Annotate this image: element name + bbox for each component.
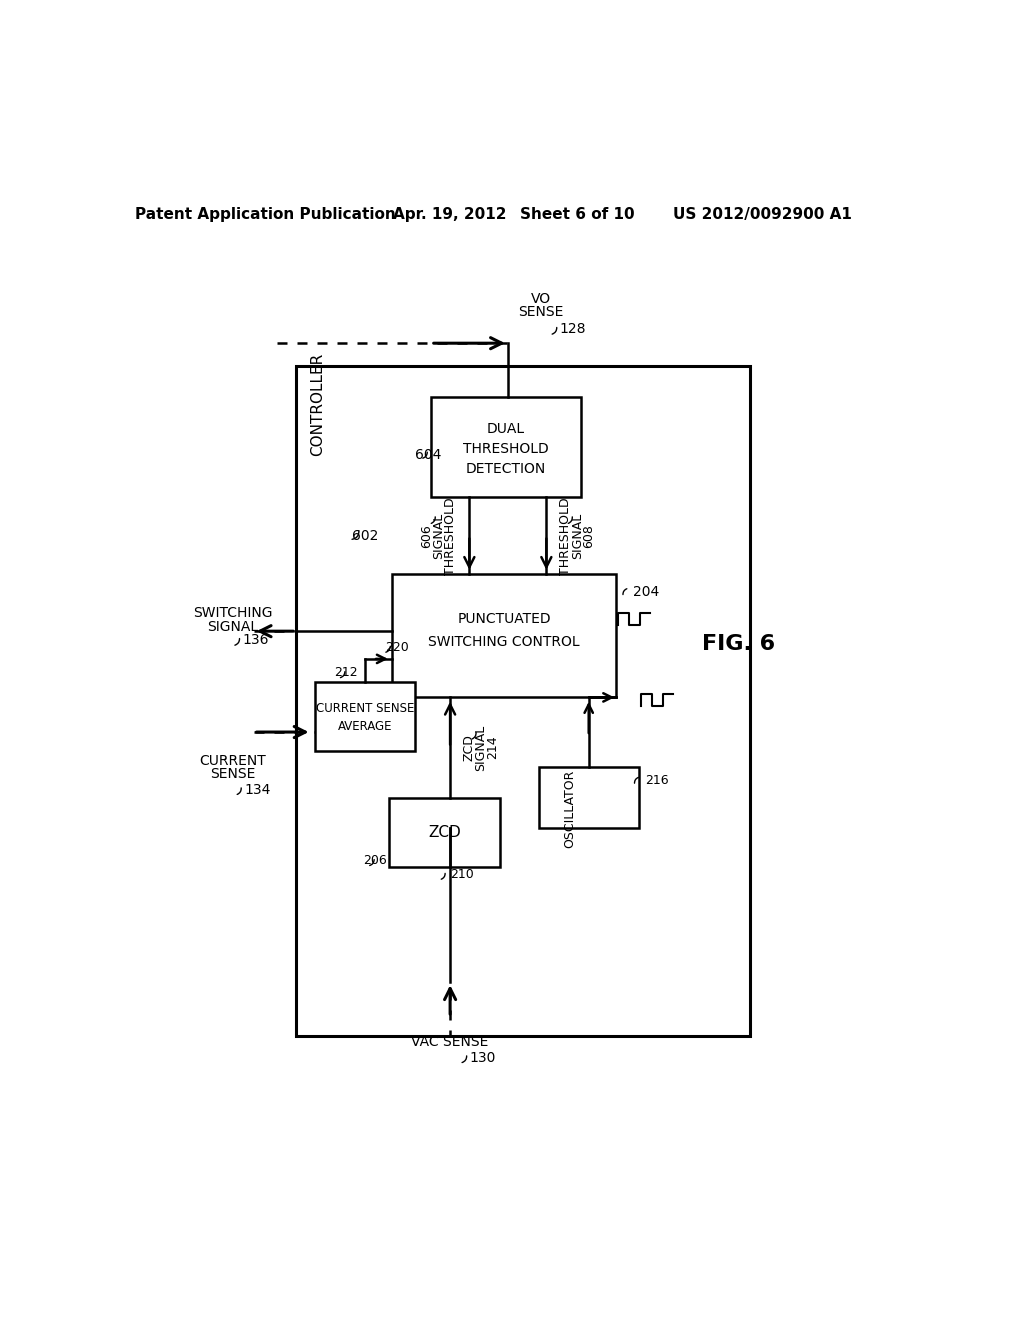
Text: THRESHOLD: THRESHOLD	[559, 496, 572, 574]
Text: THRESHOLD: THRESHOLD	[463, 442, 549, 457]
Text: SWITCHING: SWITCHING	[194, 606, 272, 619]
Text: PUNCTUATED: PUNCTUATED	[457, 612, 551, 626]
Text: 128: 128	[559, 322, 586, 337]
Text: 134: 134	[245, 783, 271, 797]
Text: CONTROLLER: CONTROLLER	[310, 354, 326, 457]
Bar	[315, 682, 416, 751]
Text: SENSE: SENSE	[210, 767, 256, 781]
Text: 214: 214	[486, 735, 499, 759]
Text: 210: 210	[451, 869, 474, 880]
Text: SIGNAL: SIGNAL	[474, 725, 487, 771]
Text: FIG. 6: FIG. 6	[702, 634, 775, 653]
Text: SIGNAL: SIGNAL	[208, 619, 258, 634]
Text: US 2012/0092900 A1: US 2012/0092900 A1	[673, 207, 851, 222]
Text: ZCD: ZCD	[463, 734, 476, 760]
Text: 604: 604	[416, 447, 441, 462]
Text: 136: 136	[243, 634, 268, 647]
Text: DETECTION: DETECTION	[466, 462, 546, 477]
Bar	[392, 574, 615, 697]
Text: CURRENT: CURRENT	[200, 754, 266, 767]
Text: SWITCHING CONTROL: SWITCHING CONTROL	[428, 635, 580, 649]
Text: 220: 220	[385, 640, 409, 653]
Bar	[388, 797, 500, 867]
Text: VAC SENSE: VAC SENSE	[412, 1035, 488, 1049]
Text: CURRENT SENSE: CURRENT SENSE	[316, 702, 415, 715]
Text: DUAL: DUAL	[486, 422, 525, 437]
Bar	[296, 367, 751, 1036]
Text: SIGNAL: SIGNAL	[432, 512, 445, 558]
Text: 204: 204	[633, 585, 658, 599]
Text: 602: 602	[351, 529, 378, 543]
Bar	[539, 767, 639, 829]
Text: ZCD: ZCD	[428, 825, 461, 840]
Text: 606: 606	[421, 524, 433, 548]
Text: OSCILLATOR: OSCILLATOR	[563, 770, 575, 849]
Text: 206: 206	[364, 854, 387, 867]
Text: 130: 130	[469, 1051, 496, 1065]
Text: SIGNAL: SIGNAL	[570, 512, 584, 558]
Text: 216: 216	[645, 774, 669, 787]
Text: THRESHOLD: THRESHOLD	[443, 496, 457, 574]
Text: 608: 608	[583, 524, 595, 548]
Bar	[431, 397, 581, 498]
Text: VO: VO	[530, 292, 551, 306]
Text: Patent Application Publication: Patent Application Publication	[135, 207, 395, 222]
Text: SENSE: SENSE	[518, 305, 563, 319]
Text: AVERAGE: AVERAGE	[338, 721, 392, 733]
Text: Sheet 6 of 10: Sheet 6 of 10	[520, 207, 635, 222]
Text: Apr. 19, 2012: Apr. 19, 2012	[393, 207, 507, 222]
Text: 212: 212	[335, 667, 358, 680]
